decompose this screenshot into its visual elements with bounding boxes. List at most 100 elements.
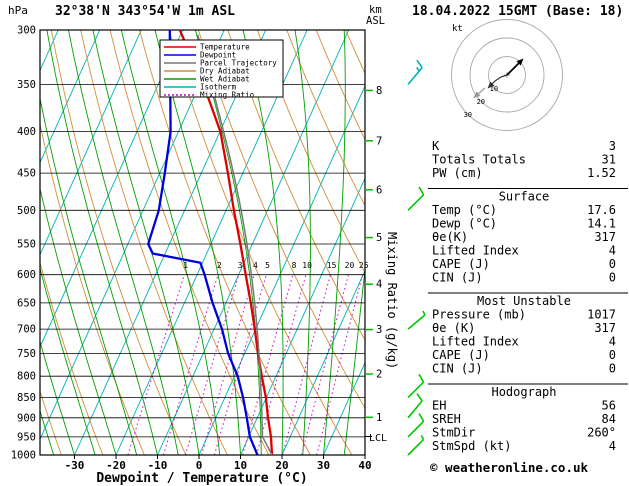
stat-value: 0: [609, 362, 616, 376]
wind-barb: [407, 59, 423, 85]
lcl-label: LCL: [369, 433, 387, 444]
isotherm-line: [281, 269, 365, 455]
section-title: Hodograph: [491, 385, 556, 399]
hodograph-ring: [451, 19, 563, 131]
stat-label: Lifted Index: [432, 244, 519, 258]
section-title: Most Unstable: [477, 294, 571, 308]
datetime-title: 18.04.2022 15GMT (Base: 18): [412, 4, 623, 19]
mixing-ratio-value-label: 3: [238, 261, 243, 270]
wind-barb: [407, 393, 423, 419]
wind-barb: [407, 413, 425, 438]
barb-feather: [418, 373, 425, 383]
x-axis-label: Dewpoint / Temperature (°C): [96, 471, 307, 486]
legend-item-label: Mixing Ratio: [200, 91, 255, 100]
legend-item-label: Parcel Trajectory: [200, 59, 277, 68]
plot-foreground: 1 2 3 4 5 8 10 15 20 2530035040045050055060065070…: [11, 25, 426, 472]
pressure-tick-label: 300: [17, 25, 36, 37]
wet-adiabat: [40, 266, 96, 455]
wet-adiabat: [46, 30, 158, 455]
hodograph-ring-label: 20: [477, 98, 485, 106]
stat-value: 317: [594, 230, 616, 244]
stat-value: 31: [602, 153, 616, 167]
barb-shaft: [407, 67, 423, 85]
stat-value: 84: [602, 412, 616, 426]
stat-label: CIN (J): [432, 362, 483, 376]
dry-adiabat: [40, 389, 62, 455]
wind-barb: [407, 186, 425, 211]
stat-value: 317: [594, 321, 616, 335]
wind-barb: [407, 310, 426, 330]
temp-tick-label: 40: [358, 459, 371, 472]
pressure-tick-label: 650: [17, 297, 36, 309]
hodograph-trace-arrowhead: [516, 58, 524, 66]
isotherm-line: [74, 30, 267, 455]
mixing-ratio-axis-label: Mixing Ratio (g/kg): [385, 232, 399, 369]
pressure-tick-label: 800: [17, 371, 36, 383]
isotherm-line: [240, 177, 365, 455]
km-tick-label: 6: [376, 184, 382, 196]
wind-barbs: [407, 59, 426, 456]
barb-feather: [416, 393, 423, 402]
pressure-tick-label: 700: [17, 324, 36, 336]
pressure-tick-label: 500: [17, 205, 36, 217]
isotherm-line: [0, 30, 17, 455]
km-tick-label: 3: [376, 324, 382, 336]
temp-tick-label: -20: [106, 459, 126, 472]
km-tick-label: 2: [376, 369, 382, 381]
barb-feather: [418, 413, 425, 422]
stat-value: 0: [609, 348, 616, 362]
stat-label: Pressure (mb): [432, 308, 526, 322]
stat-value: 0: [609, 271, 616, 285]
stat-value: 3: [609, 139, 616, 153]
stat-label: StmSpd (kt): [432, 439, 511, 453]
barb-feather: [416, 59, 423, 69]
stats-table: K 3 Totals Totals 31 PW (cm) 1.52 SurfaceTemp …: [428, 139, 628, 453]
stat-value: 4: [609, 335, 616, 349]
km-tick-label: 7: [376, 135, 382, 147]
stat-label: Temp (°C): [432, 203, 497, 217]
mixing-ratio-line: [301, 274, 349, 455]
stat-label: Dewp (°C): [432, 217, 497, 231]
stat-label: StmDir: [432, 426, 475, 440]
temp-tick-label: -30: [65, 459, 85, 472]
legend-item-label: Dewpoint: [200, 51, 236, 60]
stat-value: 1.52: [587, 166, 616, 180]
wind-barb: [407, 435, 425, 456]
mixing-ratio-line: [162, 274, 219, 455]
station-title: 32°38'N 343°54'W 1m ASL: [55, 4, 235, 19]
legend-item-label: Wet Adiabat: [200, 75, 250, 84]
stat-label: θe(K): [432, 230, 468, 244]
isotherm-line: [157, 30, 350, 455]
pressure-tick-label: 750: [17, 348, 36, 360]
legend-box: [159, 39, 284, 98]
dry-adiabat: [345, 30, 365, 75]
legend-item-label: Isotherm: [200, 83, 237, 92]
wind-barb: [407, 373, 425, 399]
isotherm-line: [323, 361, 365, 455]
mixing-ratio-value-label: 20: [345, 261, 355, 270]
stat-label: CAPE (J): [432, 348, 490, 362]
mixing-ratio-line: [213, 274, 267, 455]
barb-shaft: [407, 194, 425, 211]
plot-border: [39, 29, 366, 456]
temperature-curve: [178, 30, 274, 455]
stat-value: 17.6: [587, 203, 616, 217]
barb-shaft: [407, 400, 423, 419]
mixing-ratio-value-label: 4: [253, 261, 258, 270]
dewpoint-curve: [147, 30, 259, 455]
km-tick-label: 4: [376, 279, 382, 291]
stat-value: 56: [602, 399, 616, 413]
hodograph-ring: [469, 37, 545, 113]
wet-adiabat: [294, 30, 311, 455]
legend-item-label: Dry Adiabat: [200, 67, 250, 76]
km-tick-label: 1: [376, 412, 382, 424]
barb-half-feather: [422, 310, 426, 316]
stat-label: CIN (J): [432, 271, 483, 285]
stat-value: 1017: [587, 308, 616, 322]
barb-shaft: [407, 420, 425, 438]
stat-label: PW (cm): [432, 166, 483, 180]
barb-shaft: [407, 314, 426, 330]
legend-item-label: Temperature: [200, 43, 250, 52]
stat-label: K: [432, 139, 440, 153]
